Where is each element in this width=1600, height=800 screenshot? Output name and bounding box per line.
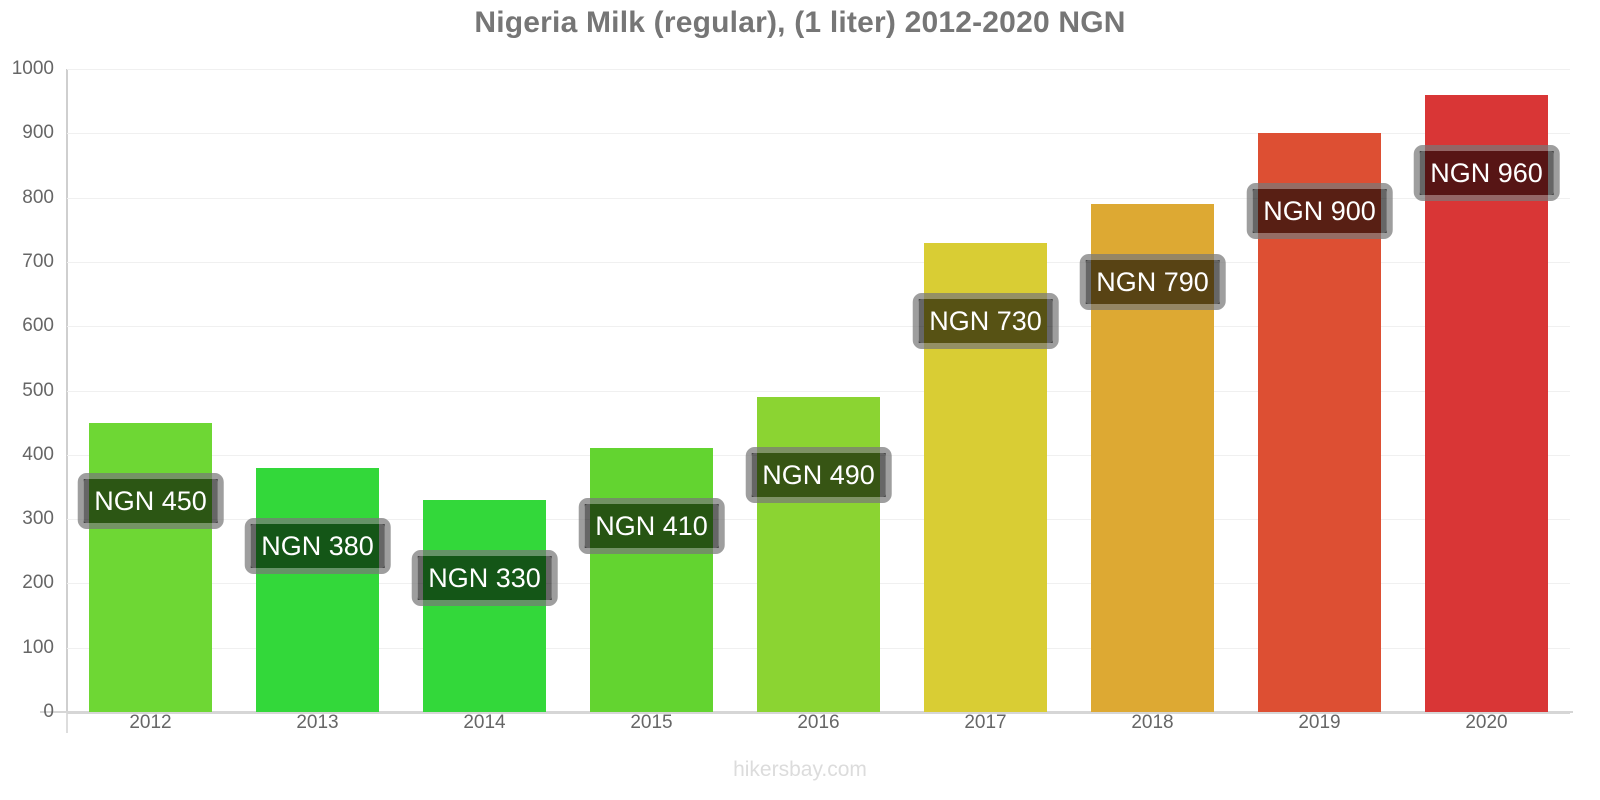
x-tick-label-2012: 2012 — [129, 712, 172, 733]
gridline-600 — [67, 326, 1570, 328]
gridline-700 — [67, 261, 1570, 263]
footer-credit: hikersbay.com — [733, 758, 867, 781]
y-tick-label: 900 — [22, 122, 54, 144]
y-tick-label: 0 — [43, 701, 54, 722]
bar-2013[interactable] — [256, 467, 379, 712]
bar-2016[interactable] — [757, 396, 880, 712]
bar-2015[interactable] — [590, 448, 713, 712]
y-tick-label: 400 — [22, 443, 54, 465]
y-tick-label: 1000 — [11, 58, 54, 79]
x-tick-label-2018: 2018 — [1131, 712, 1174, 733]
plot-area — [67, 69, 1570, 714]
y-tick-label: 200 — [22, 572, 54, 594]
y-tick-label: 700 — [22, 250, 54, 272]
bar-2020[interactable] — [1425, 94, 1548, 712]
x-tick-label-2014: 2014 — [463, 712, 506, 733]
y-axis-line — [66, 69, 68, 714]
y-tick-label: 500 — [22, 379, 54, 401]
x-tick-label-2013: 2013 — [296, 712, 339, 733]
gridline-1000 — [67, 69, 1570, 70]
y-tick-label: 100 — [22, 636, 54, 658]
gridline-800 — [67, 197, 1570, 199]
bar-2018[interactable] — [1091, 204, 1214, 712]
x-tick-label-2020: 2020 — [1465, 712, 1508, 733]
y-tick-label: 300 — [22, 508, 54, 530]
bar-2012[interactable] — [89, 422, 212, 712]
x-tick-label-2019: 2019 — [1298, 712, 1341, 733]
x-tick-label-2017: 2017 — [964, 712, 1007, 733]
bar-2019[interactable] — [1258, 133, 1381, 712]
bar-2014[interactable] — [423, 499, 546, 712]
x-tick-label-2016: 2016 — [797, 712, 840, 733]
gridline-0 — [67, 712, 1570, 714]
x-tick-label-2015: 2015 — [630, 712, 673, 733]
y-tick-label: 800 — [22, 186, 54, 208]
y-tick-label: 600 — [22, 315, 54, 337]
y-axis-stub — [66, 713, 68, 733]
gridline-900 — [67, 133, 1570, 135]
chart-title: Nigeria Milk (regular), (1 liter) 2012-2… — [474, 6, 1126, 39]
bar-2017[interactable] — [924, 242, 1047, 712]
gridline-500 — [67, 390, 1570, 392]
